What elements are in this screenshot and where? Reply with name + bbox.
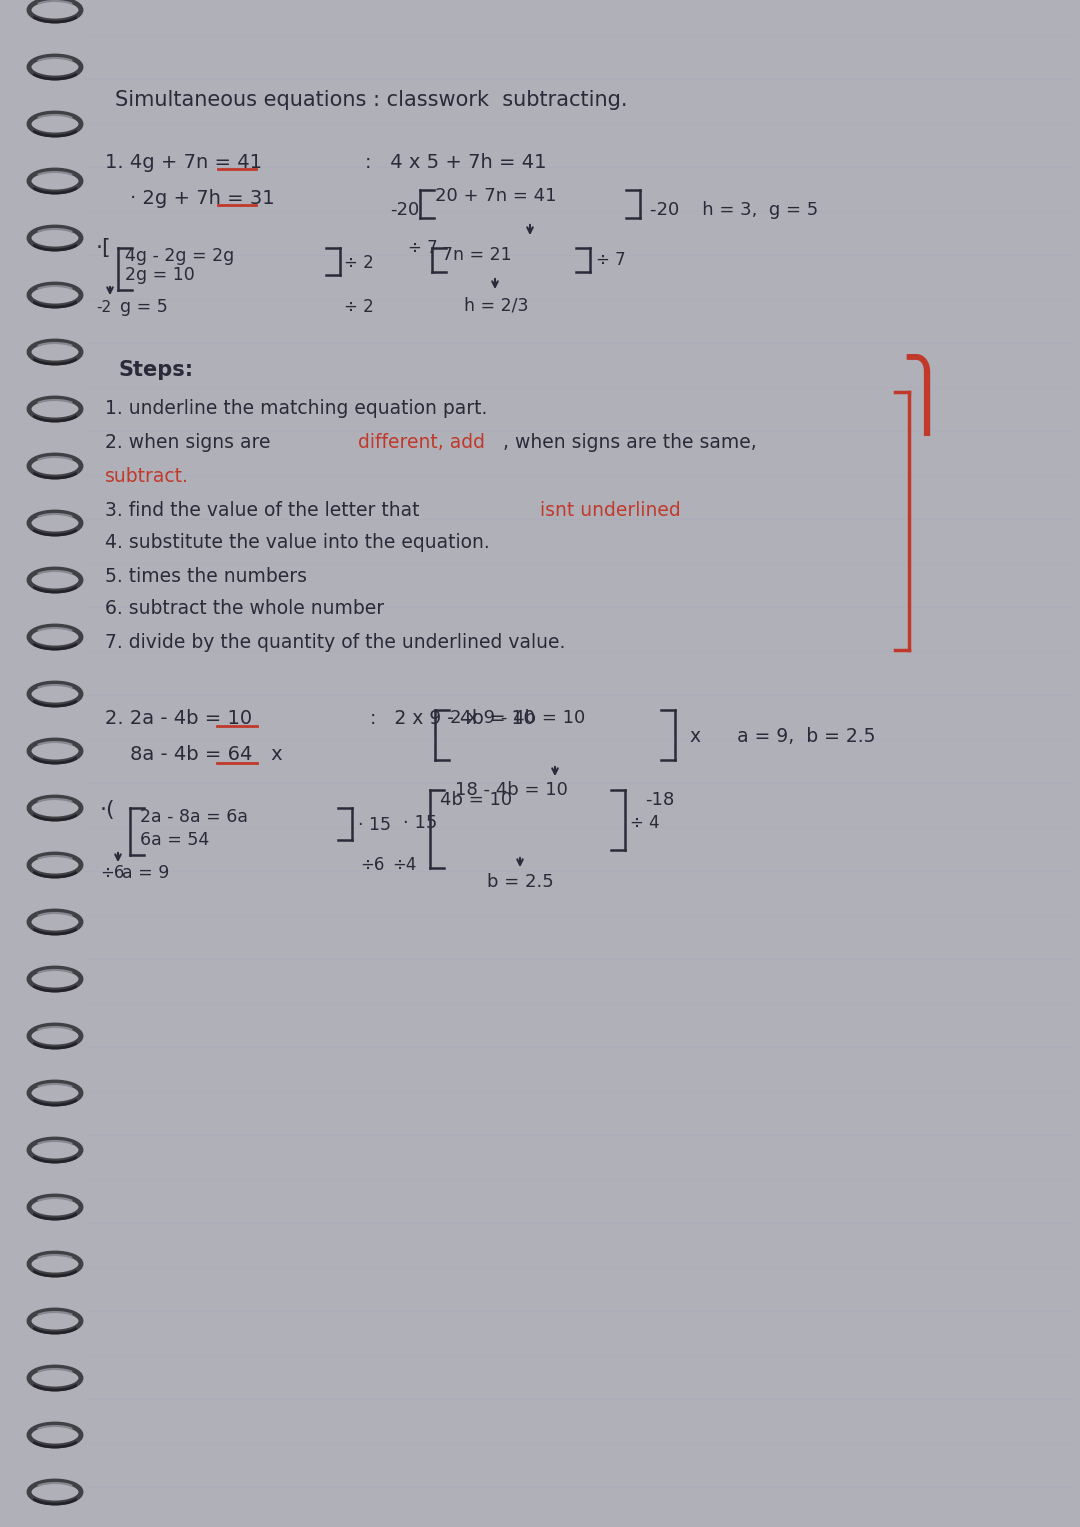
Text: ÷4: ÷4 <box>392 857 417 873</box>
Text: 5. times the numbers: 5. times the numbers <box>105 567 307 585</box>
Text: g = 5: g = 5 <box>120 298 167 316</box>
Text: 7. divide by the quantity of the underlined value.: 7. divide by the quantity of the underli… <box>105 632 565 652</box>
Text: 2 x 9 - 4b = 10: 2 x 9 - 4b = 10 <box>450 709 585 727</box>
Text: ÷ 2: ÷ 2 <box>345 253 374 272</box>
Text: isnt underlined: isnt underlined <box>540 501 680 519</box>
Text: subtract.: subtract. <box>105 467 189 487</box>
Text: different, add: different, add <box>357 434 485 452</box>
Text: ÷ 7: ÷ 7 <box>408 240 437 257</box>
Text: 1. underline the matching equation part.: 1. underline the matching equation part. <box>105 399 487 417</box>
Text: 18 - 4b = 10: 18 - 4b = 10 <box>455 780 568 799</box>
Text: Steps:: Steps: <box>118 360 193 380</box>
Text: 3. find the value of the letter that: 3. find the value of the letter that <box>105 501 426 519</box>
Text: 2g = 10: 2g = 10 <box>125 266 194 284</box>
Text: 1. 4g + 7n = 41: 1. 4g + 7n = 41 <box>105 153 262 171</box>
Text: 2a - 8a = 6a: 2a - 8a = 6a <box>140 808 248 826</box>
Text: -2: -2 <box>96 299 111 315</box>
Text: · 2g + 7h = 31: · 2g + 7h = 31 <box>130 188 274 208</box>
Text: -18: -18 <box>645 791 674 809</box>
Text: 2. 2a - 4b = 10: 2. 2a - 4b = 10 <box>105 709 252 727</box>
Text: · 15: · 15 <box>403 814 437 832</box>
Text: 6. subtract the whole number: 6. subtract the whole number <box>105 600 384 618</box>
Text: 8a - 4b = 64   x: 8a - 4b = 64 x <box>130 745 283 765</box>
Text: :   4 x 5 + 7h = 41: : 4 x 5 + 7h = 41 <box>365 153 546 171</box>
Text: 4. substitute the value into the equation.: 4. substitute the value into the equatio… <box>105 533 489 553</box>
Text: ÷ 7: ÷ 7 <box>596 250 625 269</box>
Text: Simultaneous equations : classwork  subtracting.: Simultaneous equations : classwork subtr… <box>114 90 627 110</box>
Text: , when signs are the same,: , when signs are the same, <box>503 434 757 452</box>
Text: 2. when signs are: 2. when signs are <box>105 434 276 452</box>
Text: · 15: · 15 <box>357 815 391 834</box>
Bar <box>0 0 82 1527</box>
Text: h = 2/3: h = 2/3 <box>464 296 528 315</box>
Text: 6a = 54: 6a = 54 <box>140 831 210 849</box>
Text: -20    h = 3,  g = 5: -20 h = 3, g = 5 <box>650 202 819 218</box>
Text: :   2 x 9 - 4b = 10: : 2 x 9 - 4b = 10 <box>370 709 536 727</box>
Text: ⎫: ⎫ <box>900 354 953 437</box>
Text: b = 2.5: b = 2.5 <box>487 873 554 890</box>
Text: x      a = 9,  b = 2.5: x a = 9, b = 2.5 <box>690 727 876 745</box>
Text: ÷6: ÷6 <box>100 864 124 883</box>
Text: ÷ 2: ÷ 2 <box>345 298 374 316</box>
Text: ÷6: ÷6 <box>360 857 384 873</box>
Text: 20 + 7n = 41: 20 + 7n = 41 <box>435 186 556 205</box>
Text: 4b = 10: 4b = 10 <box>440 791 512 809</box>
Text: -20: -20 <box>390 202 419 218</box>
Text: 7n = 21: 7n = 21 <box>442 246 512 264</box>
Text: ·(: ·( <box>100 800 116 820</box>
Text: ÷ 4: ÷ 4 <box>630 814 660 832</box>
Text: ·[: ·[ <box>96 238 111 258</box>
Text: a = 9: a = 9 <box>122 864 170 883</box>
Text: 4g - 2g = 2g: 4g - 2g = 2g <box>125 247 234 266</box>
